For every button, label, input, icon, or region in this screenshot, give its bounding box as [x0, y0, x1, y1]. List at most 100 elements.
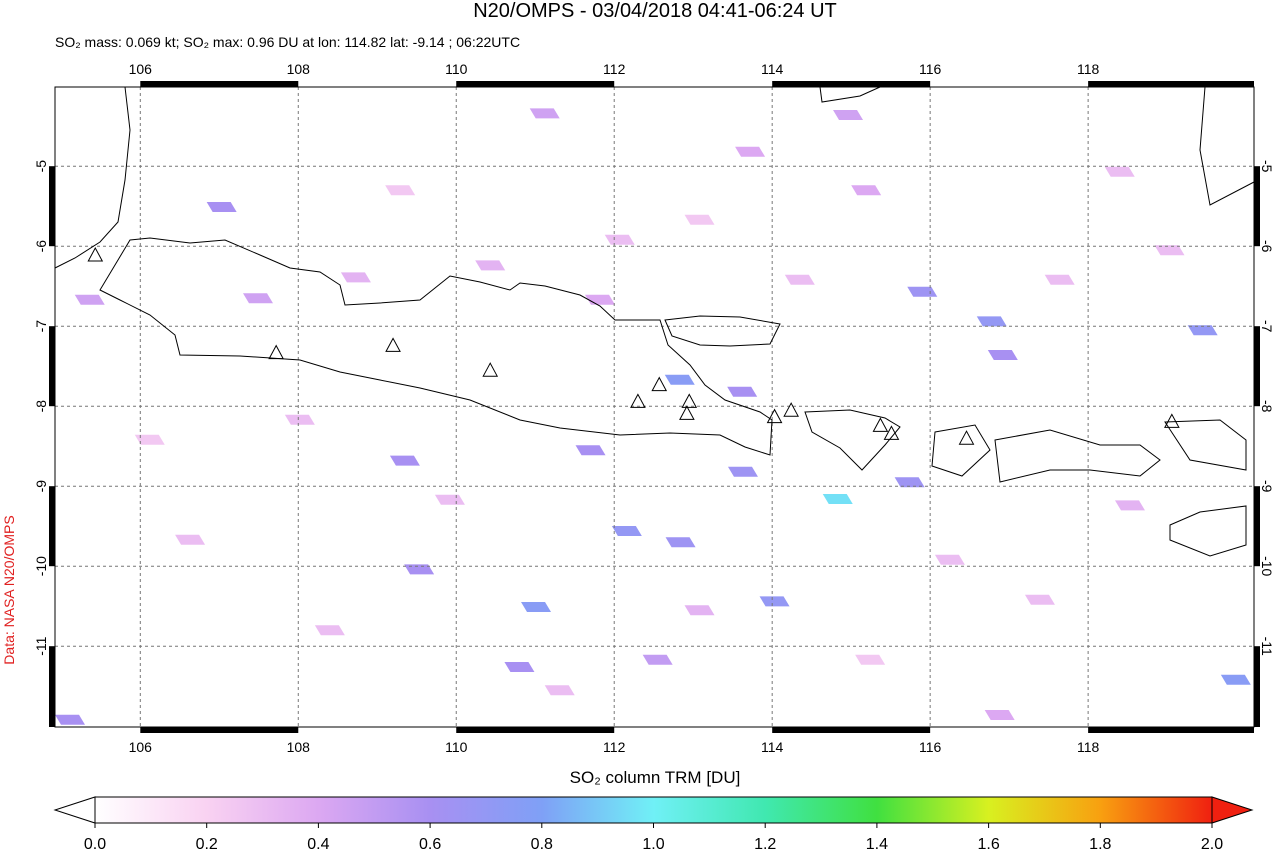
so2-pixel: [684, 214, 715, 225]
coast-flores: [1164, 419, 1247, 471]
so2-pixel: [759, 596, 790, 607]
x-tick-label-bottom: 118: [1077, 739, 1100, 755]
x-tick-label-top: 114: [761, 61, 784, 77]
so2-pixel: [727, 466, 758, 477]
x-tick-label-bottom: 108: [287, 739, 311, 755]
so2-pixel: [404, 564, 435, 575]
coast-lombok: [931, 424, 991, 477]
so2-pixel: [529, 108, 560, 119]
y-tick-label-right: -9: [1259, 480, 1272, 493]
volcano: [87, 246, 104, 262]
y-tick-label-left: -8: [33, 400, 49, 413]
coast-sulawesi: [1199, 86, 1255, 206]
colorbar-tick-label: 0.4: [307, 836, 329, 853]
so2-pixel: [987, 350, 1018, 360]
y-tick-label-left: -9: [33, 480, 49, 493]
so2-pixel: [521, 602, 552, 612]
so2-pixel: [1187, 325, 1218, 336]
x-tick-label-bottom: 114: [761, 739, 784, 755]
so2-pixel: [976, 316, 1007, 327]
so2-pixel: [604, 234, 635, 245]
so2-pixel: [575, 445, 606, 456]
y-tick-label-right: -5: [1259, 160, 1272, 173]
frame-bar: [456, 727, 615, 733]
coast-sumatra: [54, 86, 131, 269]
x-tick-label-top: 118: [1077, 61, 1100, 77]
colorbar-tick-label: 1.2: [754, 836, 776, 853]
so2-pixel: [55, 714, 86, 725]
so2-pixel: [735, 146, 766, 157]
grid: [55, 87, 1254, 727]
frame-bar: [49, 646, 55, 727]
so2-pixel: [855, 654, 886, 665]
y-tick-label-left: -10: [33, 556, 49, 576]
colorbar-tick-label: 1.8: [1089, 836, 1111, 853]
volcano: [385, 337, 401, 352]
so2-pixel: [1154, 245, 1185, 256]
coast-kalimantan: [819, 86, 881, 103]
colorbar-tick-label: 0.0: [84, 836, 106, 853]
colorbar-label: SO₂ column TRM [DU]: [570, 768, 741, 787]
x-tick-label-bottom: 110: [445, 739, 468, 755]
frame-bar: [772, 727, 931, 733]
x-tick-label-top: 116: [919, 61, 942, 77]
frame-bar: [49, 326, 55, 407]
so2-pixel: [727, 386, 758, 397]
volcano: [766, 408, 783, 424]
so2-pixel: [434, 494, 465, 505]
colorbar-tick-label: 1.0: [642, 836, 664, 853]
so2-pixel: [851, 185, 882, 196]
y-tick-label-left: -11: [33, 636, 49, 655]
frame-bar: [1088, 81, 1254, 87]
y-tick-label-left: -7: [33, 320, 49, 333]
colorbar-over-arrow: [1211, 796, 1254, 824]
x-tick-label-bottom: 106: [129, 739, 153, 755]
map-area: [55, 87, 1254, 727]
coast-java: [99, 237, 773, 456]
colorbar-tick-label: 0.6: [419, 836, 441, 853]
frame-bar: [140, 81, 299, 87]
so2-pixel: [684, 605, 715, 616]
so2-pixel: [544, 685, 575, 696]
so2-pixel: [1024, 594, 1055, 605]
colorbar-tick-label: 2.0: [1201, 836, 1223, 853]
colorbar: 0.0 0.2 0.4 0.6 0.8 1.0 1.2 1.4 1.6 1.8 2.0: [53, 796, 1254, 853]
so2-pixel: [664, 374, 695, 385]
so2-pixel: [784, 274, 815, 285]
frame-bar: [772, 81, 931, 87]
so2-pixel: [1044, 274, 1075, 285]
frame-bar: [456, 81, 615, 87]
so2-pixel: [385, 185, 416, 196]
volcano: [482, 362, 499, 377]
y-tick-label-right: -11: [1259, 637, 1272, 656]
map-frame: [49, 81, 1260, 733]
colorbar-tick-label: 0.8: [531, 836, 553, 853]
x-tick-label-top: 108: [287, 61, 311, 77]
volcano: [958, 430, 975, 445]
so2-pixel: [822, 494, 853, 504]
title: N20/OMPS - 03/04/2018 04:41-06:24 UT: [473, 0, 837, 22]
volcano: [630, 393, 646, 408]
so2-pixel: [1114, 500, 1145, 511]
colorbar-tick-label: 1.4: [866, 836, 888, 853]
so2-pixel: [175, 534, 206, 545]
coast-bali: [804, 409, 901, 471]
so2-pixel: [665, 537, 696, 548]
frame-bar: [49, 486, 55, 567]
frame-bar: [49, 166, 55, 247]
volcano: [883, 425, 900, 440]
coast-sumba: [1169, 505, 1247, 557]
so2-pixels: [55, 108, 1251, 725]
credit: Data: NASA N20/OMPS: [1, 515, 17, 664]
y-tick-label-left: -5: [33, 160, 49, 173]
coast-madura: [664, 315, 781, 347]
frame-bar: [1254, 326, 1260, 407]
volcano: [681, 393, 698, 408]
frame-bar: [140, 727, 299, 733]
x-tick-label-bottom: 116: [919, 739, 942, 755]
coast-sumbawa: [994, 429, 1161, 483]
so2-pixel: [134, 434, 165, 445]
subtitle: SO₂ mass: 0.069 kt; SO₂ max: 0.96 DU at …: [55, 34, 520, 50]
y-tick-label-right: -7: [1259, 320, 1272, 333]
x-tick-label-top: 106: [129, 61, 153, 77]
